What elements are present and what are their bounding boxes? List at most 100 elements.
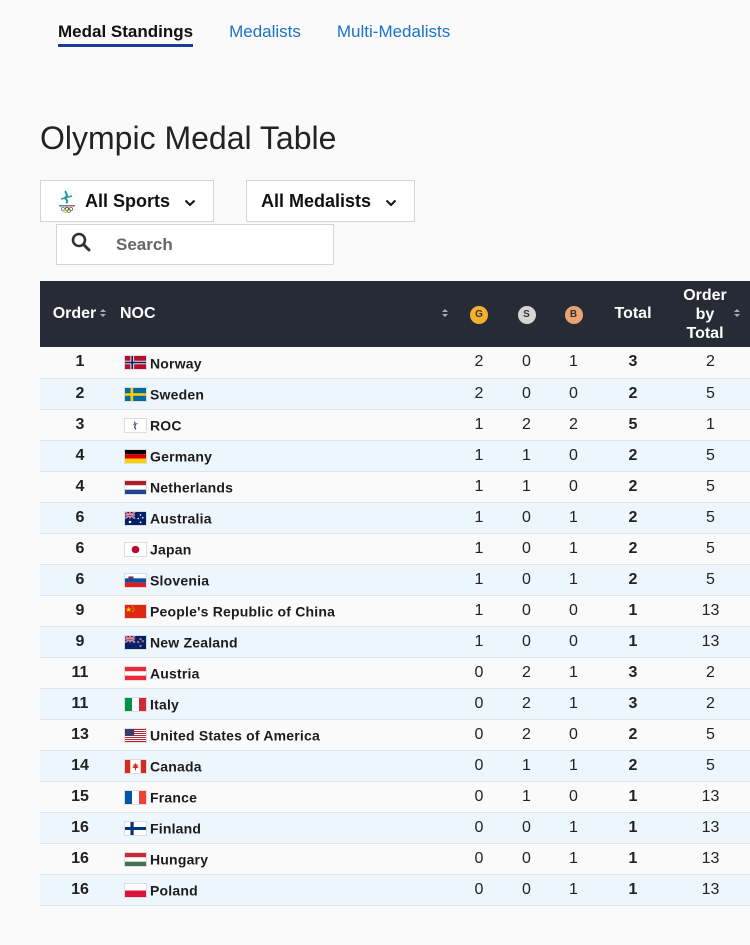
italy-flag-icon — [124, 696, 147, 712]
bronze-count: 0 — [569, 384, 578, 402]
order-cell: 6 — [75, 508, 85, 526]
bronze-count: 1 — [569, 818, 578, 836]
sort-icon — [99, 305, 107, 323]
noc-cell[interactable]: Slovenia — [120, 564, 455, 595]
table-row[interactable]: 9 New Zealand 1 0 0 1 13 — [40, 626, 750, 657]
table-row[interactable]: 9 People's Republic of China 1 0 0 1 13 — [40, 595, 750, 626]
order-cell: 6 — [75, 570, 85, 588]
noc-name: France — [150, 789, 198, 806]
table-row[interactable]: 11 Italy 0 2 1 3 2 — [40, 688, 750, 719]
order-cell: 3 — [75, 415, 85, 433]
noc-cell[interactable]: Germany — [120, 440, 455, 471]
order-by-total-cell: 13 — [701, 818, 720, 836]
sort-icon — [441, 305, 449, 323]
table-row[interactable]: 13 United States of America 0 2 0 2 5 — [40, 719, 750, 750]
table-row[interactable]: 15 France 0 1 0 1 13 — [40, 781, 750, 812]
table-row[interactable]: 1 Norway 2 0 1 3 2 — [40, 347, 750, 378]
table-row[interactable]: 4 Netherlands 1 1 0 2 5 — [40, 471, 750, 502]
all-sports-label: All Sports — [85, 190, 171, 211]
bronze-column-header[interactable]: B — [550, 281, 597, 347]
order-header-label: Order — [52, 305, 97, 323]
silver-count: 0 — [522, 384, 531, 402]
finland-flag-icon — [124, 820, 147, 836]
noc-column-header[interactable]: NOC — [120, 281, 455, 347]
gold-count: 0 — [474, 694, 484, 712]
table-row[interactable]: 4 Germany 1 1 0 2 5 — [40, 440, 750, 471]
noc-cell[interactable]: France — [120, 781, 455, 812]
bronze-count: 1 — [569, 756, 578, 774]
silver-count: 0 — [522, 601, 531, 619]
order-by-total-column-header[interactable]: Order by Total — [669, 281, 750, 347]
noc-cell[interactable]: Sweden — [120, 378, 455, 409]
all-sports-dropdown[interactable]: All Sports — [40, 180, 214, 222]
table-row[interactable]: 6 Japan 1 0 1 2 5 — [40, 533, 750, 564]
noc-cell[interactable]: Australia — [120, 502, 455, 533]
total-count: 1 — [628, 601, 638, 619]
total-count: 2 — [628, 756, 638, 774]
silver-count: 0 — [522, 508, 531, 526]
silver-count: 0 — [522, 818, 531, 836]
noc-cell[interactable]: Japan — [120, 533, 455, 564]
noc-name: Italy — [150, 696, 180, 713]
norway-flag-icon — [124, 355, 147, 371]
order-by-total-cell: 5 — [706, 725, 715, 743]
noc-cell[interactable]: People's Republic of China — [120, 595, 455, 626]
table-row[interactable]: 2 Sweden 2 0 0 2 5 — [40, 378, 750, 409]
noc-cell[interactable]: Hungary — [120, 843, 455, 874]
search-input[interactable] — [116, 234, 316, 255]
order-cell: 6 — [75, 539, 85, 557]
noc-cell[interactable]: Italy — [120, 688, 455, 719]
total-count: 2 — [628, 446, 638, 464]
table-row[interactable]: 16 Poland 0 0 1 1 13 — [40, 874, 750, 905]
all-medalists-label: All Medalists — [261, 190, 372, 211]
table-row[interactable]: 16 Hungary 0 0 1 1 13 — [40, 843, 750, 874]
noc-cell[interactable]: Netherlands — [120, 471, 455, 502]
order-by-total-header-label: Order by Total — [683, 286, 727, 342]
table-row[interactable]: 6 Slovenia 1 0 1 2 5 — [40, 564, 750, 595]
order-by-total-cell: 5 — [706, 446, 715, 464]
noc-cell[interactable]: Poland — [120, 874, 455, 905]
gold-count: 1 — [474, 508, 484, 526]
tab-multi-medalists[interactable]: Multi-Medalists — [336, 22, 451, 41]
table-row[interactable]: 16 Finland 0 0 1 1 13 — [40, 812, 750, 843]
noc-cell[interactable]: Austria — [120, 657, 455, 688]
noc-cell[interactable]: ROC — [120, 409, 455, 440]
medal-table-body: 1 Norway 2 0 1 3 2 2 Sweden 2 0 0 2 5 3 ROC 1 2 2 5 1 4 Ger… — [40, 347, 750, 905]
order-cell: 4 — [75, 477, 85, 495]
gold-column-header[interactable]: G — [455, 281, 503, 347]
table-row[interactable]: 6 Australia 1 0 1 2 5 — [40, 502, 750, 533]
noc-cell[interactable]: New Zealand — [120, 626, 455, 657]
silver-count: 0 — [522, 353, 531, 371]
table-row[interactable]: 3 ROC 1 2 2 5 1 — [40, 409, 750, 440]
silver-count: 2 — [522, 694, 531, 712]
bronze-count: 1 — [569, 353, 578, 371]
table-row[interactable]: 11 Austria 0 2 1 3 2 — [40, 657, 750, 688]
gold-count: 2 — [474, 353, 484, 371]
order-by-total-cell: 5 — [706, 570, 715, 588]
silver-count: 0 — [522, 849, 531, 867]
tab-medalists[interactable]: Medalists — [229, 22, 301, 41]
bronze-count: 1 — [569, 880, 578, 898]
silver-count: 2 — [522, 415, 531, 433]
total-column-header[interactable]: Total — [597, 281, 669, 347]
table-row[interactable]: 14 Canada 0 1 1 2 5 — [40, 750, 750, 781]
noc-cell[interactable]: Finland — [120, 812, 455, 843]
tab-medal-standings[interactable]: Medal Standings — [58, 22, 194, 47]
noc-cell[interactable]: Norway — [120, 347, 455, 378]
silver-medal-icon: S — [517, 306, 536, 324]
noc-cell[interactable]: United States of America — [120, 719, 455, 750]
order-column-header[interactable]: Order — [40, 281, 120, 347]
silver-column-header[interactable]: S — [503, 281, 550, 347]
noc-cell[interactable]: Canada — [120, 750, 455, 781]
gold-count: 0 — [474, 663, 484, 681]
bronze-count: 1 — [569, 508, 578, 526]
order-cell: 16 — [71, 880, 89, 898]
silver-count: 2 — [522, 725, 531, 743]
all-medalists-dropdown[interactable]: All Medalists — [246, 180, 415, 222]
page-title: Olympic Medal Table — [40, 120, 337, 156]
order-by-total-cell: 5 — [706, 539, 715, 557]
total-count: 2 — [628, 477, 638, 495]
silver-count: 2 — [522, 663, 531, 681]
order-cell: 16 — [71, 818, 89, 836]
noc-name: Finland — [150, 820, 202, 837]
